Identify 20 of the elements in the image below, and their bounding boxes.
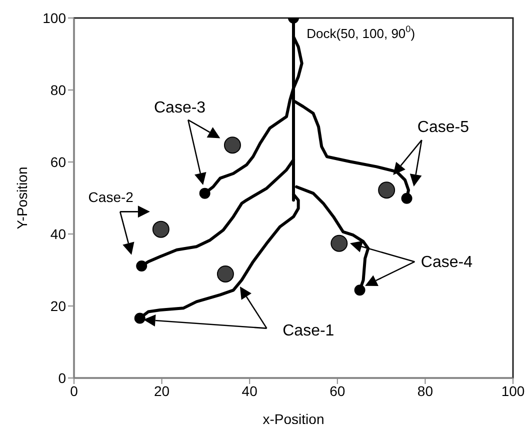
annotation: Dock(50, 100, 90$^{0}$) [306,24,416,42]
y-tick-label: 80 [50,82,66,98]
y-tick-label: 0 [58,370,66,386]
annotation: Case-4 [420,254,473,272]
x-tick-label: 100 [501,382,525,399]
x-tick-label: 0 [70,382,78,399]
annotation: Case-3 [154,100,206,117]
annotation: Case-1 [282,322,334,340]
x-tick-label: 40 [242,382,258,399]
y-tick-label: 100 [42,10,66,26]
x-tick-label: 20 [154,382,170,399]
y-axis-title: Y-Position [14,166,30,230]
annotation: Case-5 [417,119,470,136]
y-tick-label: 40 [50,226,66,242]
x-tick-label: 60 [330,382,346,399]
x-axis-title: x-Position [262,411,324,427]
x-tick-label: 80 [417,382,434,399]
annotation: Case-2 [88,188,134,205]
y-tick-label: 20 [50,298,66,314]
y-tick-label: 60 [50,154,66,170]
